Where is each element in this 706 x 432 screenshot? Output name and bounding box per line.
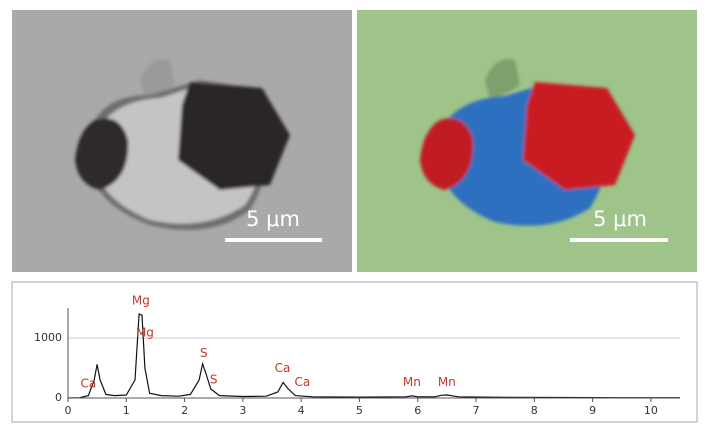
peak-label: Mg bbox=[136, 326, 154, 340]
peak-label: Mn bbox=[438, 375, 456, 389]
x-tick-label: 2 bbox=[181, 404, 188, 417]
peak-label: Ca bbox=[294, 375, 310, 389]
peak-label: Mn bbox=[403, 375, 421, 389]
y-tick-label: 1000 bbox=[34, 331, 62, 344]
x-tick-label: 5 bbox=[356, 404, 363, 417]
x-tick-label: 3 bbox=[239, 404, 246, 417]
x-tick-label: 6 bbox=[414, 404, 421, 417]
peak-label: S bbox=[210, 373, 218, 387]
x-tick-label: 9 bbox=[589, 404, 596, 417]
chart-frame bbox=[12, 282, 697, 422]
x-tick-label: 1 bbox=[123, 404, 130, 417]
peak-label: Ca bbox=[81, 377, 97, 391]
figure: 5 μm 5 μm 01000012345678910CaMgMgSSCaCaM… bbox=[0, 0, 706, 428]
micrograph-grayscale: 5 μm bbox=[12, 10, 352, 272]
scale-bar-label: 5 μm bbox=[593, 207, 647, 231]
peak-label: Ca bbox=[275, 361, 291, 375]
peak-label: S bbox=[200, 346, 208, 360]
x-tick-label: 7 bbox=[473, 404, 480, 417]
peak-label: Mg bbox=[132, 293, 150, 307]
scale-bar-label: 5 μm bbox=[246, 207, 300, 231]
x-tick-label: 10 bbox=[644, 404, 658, 417]
spectrum-line bbox=[68, 314, 680, 398]
micrograph-phase-map: 5 μm bbox=[357, 10, 697, 272]
x-tick-label: 4 bbox=[298, 404, 305, 417]
y-tick-label: 0 bbox=[55, 391, 62, 404]
x-tick-label: 0 bbox=[65, 404, 72, 417]
x-tick-label: 8 bbox=[531, 404, 538, 417]
